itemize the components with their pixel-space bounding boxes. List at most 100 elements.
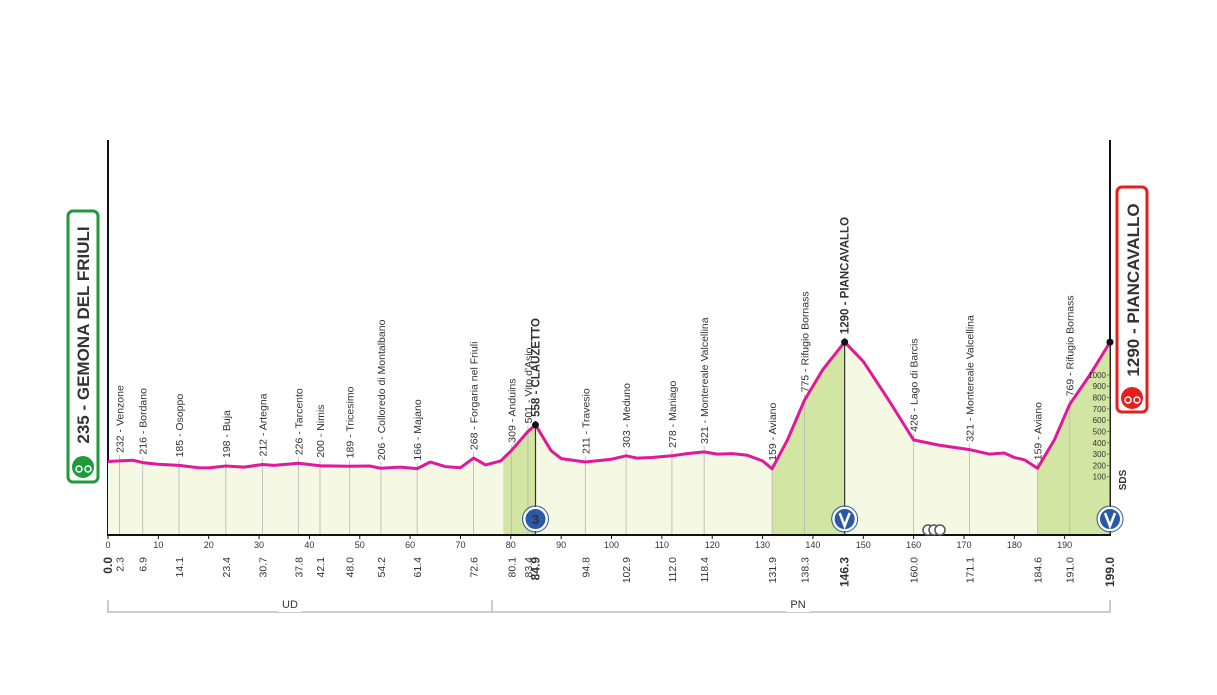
y-tick-label: 1000 <box>1088 371 1106 380</box>
badge-label: 3 <box>532 512 539 527</box>
y-tick-label: 300 <box>1093 450 1107 459</box>
x-tick-label: 70 <box>455 540 465 550</box>
badge-ring <box>831 505 859 533</box>
km-label: 2.3 <box>115 557 127 572</box>
region-bracket <box>107 600 1111 613</box>
sprint-icon <box>934 524 946 536</box>
km-label: 138.3 <box>799 557 811 583</box>
y-tick-label: 100 <box>1093 473 1107 482</box>
km-label: 42.1 <box>315 557 327 578</box>
finish-label: 1290 - PIANCAVALLO <box>1124 203 1143 376</box>
x-tick-label: 50 <box>355 540 365 550</box>
x-tick-label: 140 <box>805 540 820 550</box>
km-label: 72.6 <box>469 557 481 578</box>
waypoint-label: 278 - Maniago <box>667 381 679 448</box>
km-label: 171.1 <box>965 557 977 583</box>
profile-line <box>107 340 1112 471</box>
km-label: 30.7 <box>258 557 270 578</box>
x-tick-label: 110 <box>655 540 669 550</box>
start-box <box>66 209 100 484</box>
km-label: 131.9 <box>767 557 779 583</box>
logo: SDS <box>1118 469 1129 490</box>
waypoint-label: 321 - Montereale Valcellina <box>699 317 711 444</box>
x-tick-label: 190 <box>1057 540 1072 550</box>
km-label: 118.4 <box>699 557 711 583</box>
waypoint-label: 206 - Colloredo di Montalbano <box>376 319 388 460</box>
km-label: 184.6 <box>1032 557 1044 583</box>
y-tick-label: 700 <box>1093 405 1107 414</box>
icon-wheel <box>1124 396 1132 404</box>
km-label: 146.3 <box>838 557 852 587</box>
region-label: UD <box>282 599 298 611</box>
x-tick-label: 180 <box>1007 540 1022 550</box>
km-label: 191.0 <box>1065 557 1077 583</box>
km-label: 54.2 <box>376 557 388 578</box>
waypoint-label: 159 - Aviano <box>767 402 779 460</box>
x-tick-label: 90 <box>556 540 566 550</box>
x-tick-label: 80 <box>506 540 516 550</box>
summit-dot <box>841 338 849 346</box>
x-tick-label: 30 <box>254 540 264 550</box>
waypoint-label: 303 - Meduno <box>621 383 633 448</box>
profile-fill <box>108 342 1110 535</box>
km-label: 0.0 <box>101 557 115 574</box>
label-bg <box>786 598 810 612</box>
waypoint-label: 558 - CLAUZETTO <box>530 318 542 417</box>
waypoint-label: 198 - Buja <box>221 410 233 458</box>
waypoint-label: 769 - Rifugio Bornass <box>1065 295 1077 396</box>
km-label: 23.4 <box>221 557 233 578</box>
badge-ring <box>1096 505 1124 533</box>
waypoint-label: 212 - Artegna <box>258 393 270 456</box>
y-tick-label: 200 <box>1093 461 1107 470</box>
waypoint-label: 1290 - PIANCAVALLO <box>840 217 852 334</box>
icon-wheel <box>1133 396 1141 404</box>
x-tick-label: 40 <box>304 540 314 550</box>
waypoint-label: 216 - Bordano <box>138 388 150 455</box>
km-label: 37.8 <box>293 557 305 578</box>
waypoint-label: 232 - Venzone <box>115 385 127 453</box>
label-bg <box>278 598 302 612</box>
start-label: 235 - GEMONA DEL FRIULI <box>74 226 93 443</box>
badge <box>523 507 548 531</box>
icon-wheel <box>84 465 92 473</box>
y-tick-label: 400 <box>1093 439 1107 448</box>
badge-icon <box>1103 512 1117 530</box>
km-label: 48.0 <box>345 557 357 578</box>
summit-dot <box>531 421 539 429</box>
climb-fill <box>772 342 845 535</box>
y-tick-label: 900 <box>1093 382 1107 391</box>
waypoint-label: 426 - Lago di Barcis <box>909 338 921 431</box>
x-tick-label: 150 <box>856 540 871 550</box>
waypoint-label: 189 - Tricesimo <box>345 386 357 458</box>
waypoint-label: 321 - Montereale Valcellina <box>965 315 977 442</box>
km-label: 94.8 <box>580 557 592 578</box>
waypoint-label: 268 - Forgaria nel Friuli <box>469 342 481 451</box>
climb-fill <box>1037 342 1110 535</box>
badge-icon <box>838 512 851 530</box>
y-tick-label: 800 <box>1093 394 1107 403</box>
x-tick-label: 160 <box>906 540 921 550</box>
region-label: PN <box>790 599 805 611</box>
finish-dot <box>1106 338 1114 346</box>
waypoint-label: 226 - Tarcento <box>293 388 305 455</box>
km-label: 160.0 <box>909 557 921 583</box>
x-tick-label: 100 <box>604 540 619 550</box>
km-label: 199.0 <box>1103 557 1117 587</box>
km-label: 14.1 <box>174 557 186 578</box>
waypoint-label: 200 - Nimis <box>315 405 327 458</box>
finish-box <box>1115 185 1149 414</box>
km-label: 83.4 <box>523 557 535 578</box>
icon-wheel <box>75 465 83 473</box>
x-tick-label: 20 <box>204 540 214 550</box>
y-tick-label: 500 <box>1093 427 1107 436</box>
waypoint-label: 185 - Osoppo <box>174 394 186 458</box>
x-tick-label: 10 <box>153 540 163 550</box>
x-tick-label: 120 <box>705 540 720 550</box>
km-label: 112.0 <box>667 557 679 583</box>
waypoint-label: 775 - Rifugio Bornass <box>799 291 811 392</box>
x-tick-label: 60 <box>405 540 415 550</box>
x-tick-label: 0 <box>105 540 110 550</box>
y-tick-label: 600 <box>1093 416 1107 425</box>
